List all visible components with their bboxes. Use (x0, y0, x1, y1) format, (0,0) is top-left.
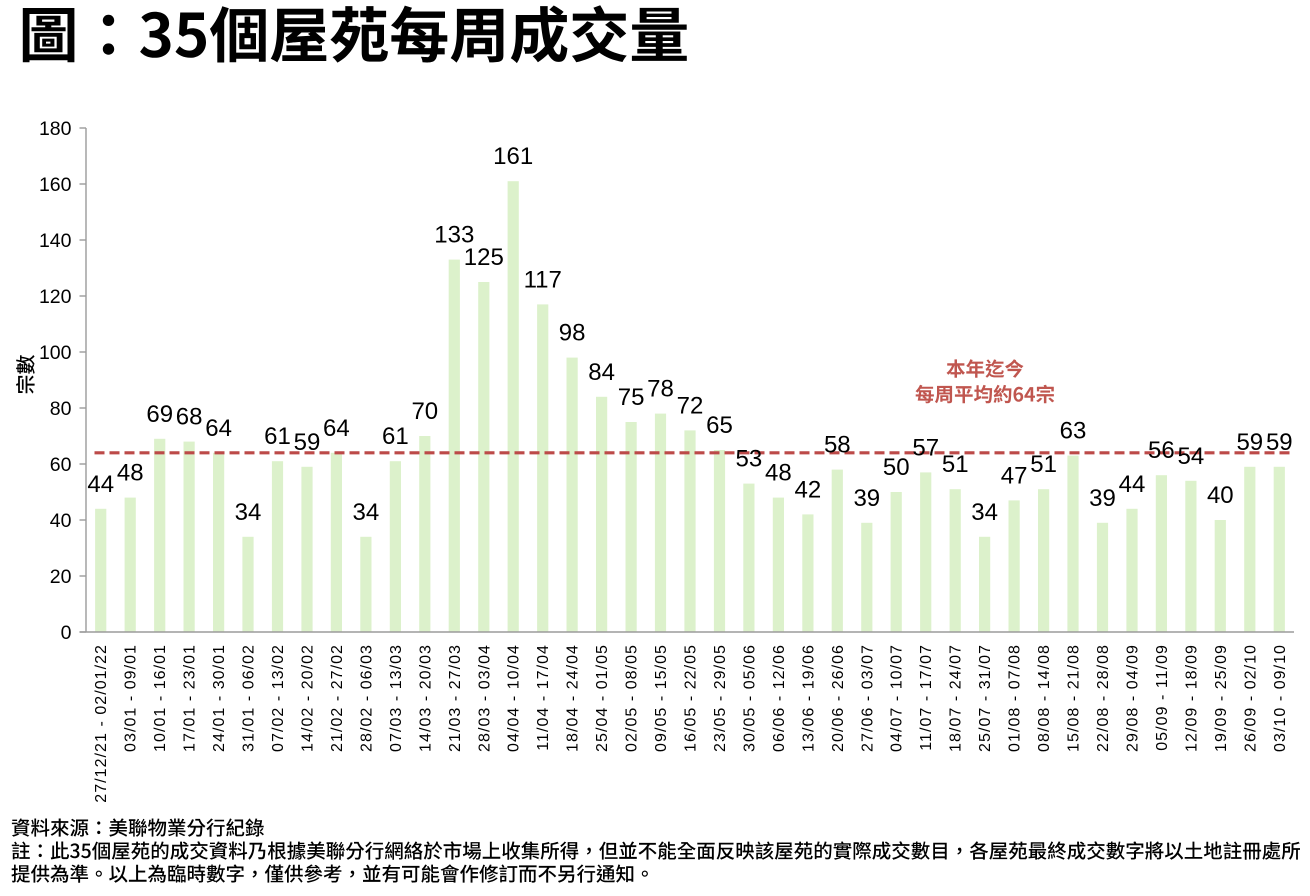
svg-text:12/09 - 18/09: 12/09 - 18/09 (1183, 644, 1200, 752)
svg-text:09/05 - 15/05: 09/05 - 15/05 (653, 644, 670, 752)
svg-text:16/05 - 22/05: 16/05 - 22/05 (683, 644, 700, 752)
svg-text:25/04 - 01/05: 25/04 - 01/05 (594, 644, 611, 752)
svg-text:64: 64 (205, 415, 232, 442)
svg-text:25/07 - 31/07: 25/07 - 31/07 (977, 644, 994, 752)
svg-text:03/10 - 09/10: 03/10 - 09/10 (1272, 644, 1289, 752)
svg-text:22/08 - 28/08: 22/08 - 28/08 (1095, 644, 1112, 752)
svg-text:34: 34 (971, 499, 998, 526)
svg-text:06/06 - 12/06: 06/06 - 12/06 (771, 644, 788, 752)
svg-text:44: 44 (1119, 471, 1146, 498)
svg-text:20/06 - 26/06: 20/06 - 26/06 (830, 644, 847, 752)
svg-text:40: 40 (1207, 482, 1234, 509)
svg-text:47: 47 (1001, 462, 1028, 489)
svg-text:18/07 - 24/07: 18/07 - 24/07 (948, 644, 965, 752)
svg-text:80: 80 (50, 398, 72, 420)
svg-text:44: 44 (87, 471, 114, 498)
svg-text:11/04 - 17/04: 11/04 - 17/04 (535, 644, 552, 751)
svg-text:140: 140 (39, 230, 72, 252)
svg-text:51: 51 (942, 451, 969, 478)
svg-text:180: 180 (39, 118, 72, 140)
svg-text:21/02 - 27/02: 21/02 - 27/02 (329, 644, 346, 752)
svg-text:03/01 - 09/01: 03/01 - 09/01 (123, 644, 140, 752)
svg-text:61: 61 (264, 423, 291, 450)
svg-text:51: 51 (1030, 451, 1057, 478)
svg-text:59: 59 (294, 429, 321, 456)
svg-text:24/01 - 30/01: 24/01 - 30/01 (211, 644, 228, 752)
svg-text:68: 68 (176, 404, 203, 431)
svg-text:30/05 - 05/06: 30/05 - 05/06 (741, 644, 758, 752)
svg-text:59: 59 (1266, 429, 1293, 456)
svg-text:28/02 - 06/03: 28/02 - 06/03 (358, 644, 375, 752)
svg-text:34: 34 (353, 499, 380, 526)
svg-text:161: 161 (493, 143, 533, 170)
svg-text:23/05 - 29/05: 23/05 - 29/05 (712, 644, 729, 752)
svg-text:07/02 - 13/02: 07/02 - 13/02 (270, 644, 287, 752)
svg-text:56: 56 (1148, 437, 1175, 464)
svg-text:14/03 - 20/03: 14/03 - 20/03 (417, 644, 434, 752)
svg-text:72: 72 (677, 392, 704, 419)
svg-text:120: 120 (39, 286, 72, 308)
svg-text:39: 39 (1089, 485, 1116, 512)
svg-text:48: 48 (117, 460, 144, 487)
svg-text:64: 64 (323, 415, 350, 442)
svg-text:11/07 - 17/07: 11/07 - 17/07 (918, 644, 935, 751)
svg-text:04/07 - 10/07: 04/07 - 10/07 (889, 644, 906, 752)
svg-text:54: 54 (1178, 443, 1205, 470)
svg-text:19/09 - 25/09: 19/09 - 25/09 (1213, 644, 1230, 752)
svg-text:10/01 - 16/01: 10/01 - 16/01 (152, 644, 169, 752)
svg-text:133: 133 (434, 222, 474, 249)
svg-text:01/08 - 07/08: 01/08 - 07/08 (1007, 644, 1024, 752)
svg-text:07/03 - 13/03: 07/03 - 13/03 (388, 644, 405, 752)
svg-text:40: 40 (50, 510, 72, 532)
svg-text:65: 65 (706, 412, 733, 439)
svg-text:60: 60 (50, 454, 72, 476)
svg-text:14/02 - 20/02: 14/02 - 20/02 (300, 644, 317, 752)
svg-text:13/06 - 19/06: 13/06 - 19/06 (800, 644, 817, 752)
svg-text:42: 42 (795, 476, 822, 503)
svg-text:160: 160 (39, 174, 72, 196)
svg-text:27/12/21 - 02/01/22: 27/12/21 - 02/01/22 (93, 644, 110, 803)
svg-text:20: 20 (50, 566, 72, 588)
svg-text:59: 59 (1236, 429, 1263, 456)
svg-text:75: 75 (618, 384, 645, 411)
svg-text:26/09 - 02/10: 26/09 - 02/10 (1242, 644, 1259, 752)
svg-text:04/04 - 10/04: 04/04 - 10/04 (506, 644, 523, 752)
svg-text:78: 78 (647, 376, 674, 403)
svg-text:29/08 - 04/09: 29/08 - 04/09 (1125, 644, 1142, 752)
svg-text:18/04 - 24/04: 18/04 - 24/04 (565, 644, 582, 752)
svg-text:27/06 - 03/07: 27/06 - 03/07 (859, 644, 876, 752)
svg-text:48: 48 (765, 460, 792, 487)
svg-text:39: 39 (853, 485, 880, 512)
svg-text:98: 98 (559, 320, 586, 347)
svg-text:08/08 - 14/08: 08/08 - 14/08 (1036, 644, 1053, 752)
svg-text:100: 100 (39, 342, 72, 364)
svg-text:02/05 - 08/05: 02/05 - 08/05 (624, 644, 641, 752)
svg-text:15/08 - 21/08: 15/08 - 21/08 (1066, 644, 1083, 752)
svg-text:28/03 - 03/04: 28/03 - 03/04 (476, 644, 493, 752)
svg-text:69: 69 (146, 401, 173, 428)
svg-text:31/01 - 06/02: 31/01 - 06/02 (241, 644, 258, 752)
svg-text:63: 63 (1060, 418, 1087, 445)
svg-text:117: 117 (524, 266, 562, 293)
svg-text:53: 53 (736, 446, 763, 473)
svg-text:70: 70 (411, 398, 438, 425)
svg-text:0: 0 (61, 622, 72, 644)
svg-text:57: 57 (912, 434, 939, 461)
svg-text:61: 61 (382, 423, 409, 450)
svg-text:50: 50 (883, 454, 910, 481)
svg-text:84: 84 (588, 359, 615, 386)
svg-text:17/01 - 23/01: 17/01 - 23/01 (182, 644, 199, 752)
svg-text:05/09 - 11/09: 05/09 - 11/09 (1154, 644, 1171, 751)
svg-text:125: 125 (464, 244, 504, 271)
svg-text:58: 58 (824, 432, 851, 459)
svg-text:21/03 - 27/03: 21/03 - 27/03 (447, 644, 464, 752)
svg-text:34: 34 (235, 499, 262, 526)
